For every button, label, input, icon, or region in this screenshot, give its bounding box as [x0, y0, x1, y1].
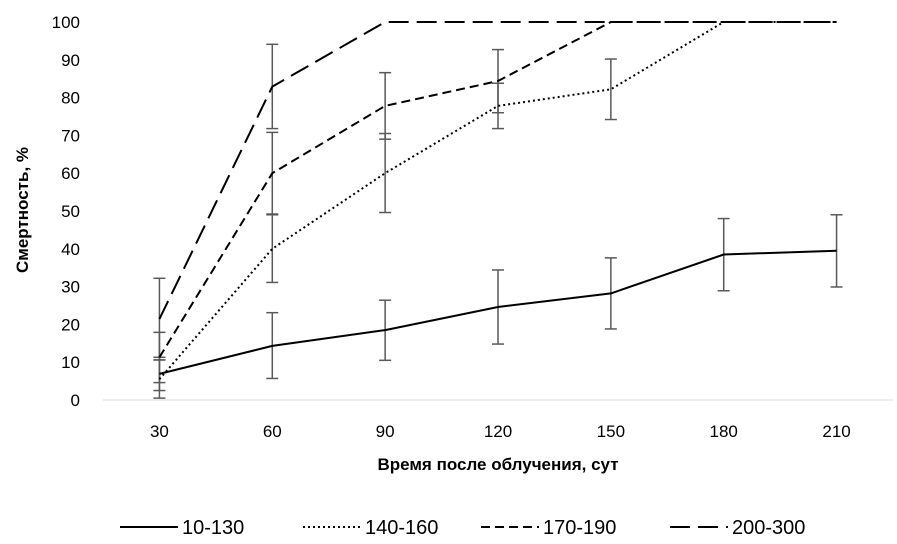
error-bars: [153, 43, 843, 399]
y-tick-label: 90: [61, 51, 80, 70]
legend: 10-130 140-160 170-190 200-300: [120, 517, 805, 539]
x-tick-label: 60: [263, 422, 282, 441]
y-tick-label: 80: [61, 89, 80, 108]
legend-item: 10-130: [120, 517, 244, 539]
y-tick-label: 10: [61, 353, 80, 372]
x-tick-label: 120: [484, 422, 512, 441]
x-tick-label: 150: [597, 422, 625, 441]
y-tick-label: 50: [61, 202, 80, 221]
x-axis-title: Время после облучения, сут: [377, 455, 618, 474]
x-tick-label: 90: [376, 422, 395, 441]
legend-label: 170-190: [543, 517, 616, 539]
legend-item: 140-160: [303, 517, 438, 539]
legend-label: 140-160: [365, 517, 438, 539]
series-line: [158, 21, 837, 320]
series-line: [159, 249, 837, 375]
error-bar: [379, 132, 392, 214]
x-tick-label: 180: [710, 422, 738, 441]
x-tick-labels: 30 60 90 120 150 180 210: [150, 422, 851, 441]
error-bar: [604, 58, 617, 121]
error-bar: [266, 214, 279, 284]
legend-label: 200-300: [732, 517, 805, 539]
x-tick-label: 210: [822, 422, 850, 441]
legend-item: 170-190: [481, 517, 616, 539]
y-tick-label: 20: [61, 315, 80, 334]
y-tick-label: 30: [61, 278, 80, 297]
series-line: [158, 21, 837, 358]
y-tick-labels: 0 10 20 30 40 50 60 70 80 90 100: [52, 13, 80, 410]
y-tick-label: 0: [71, 391, 80, 410]
legend-label: 10-130: [182, 517, 244, 539]
y-tick-label: 70: [61, 126, 80, 145]
y-axis-title: Смертность, %: [13, 147, 32, 273]
y-tick-label: 40: [61, 240, 80, 259]
x-tick-label: 30: [150, 422, 169, 441]
legend-item: 200-300: [670, 517, 805, 539]
y-tick-label: 60: [61, 164, 80, 183]
error-bar: [379, 71, 392, 140]
series-lines: [158, 21, 837, 380]
y-tick-label: 100: [52, 13, 80, 32]
